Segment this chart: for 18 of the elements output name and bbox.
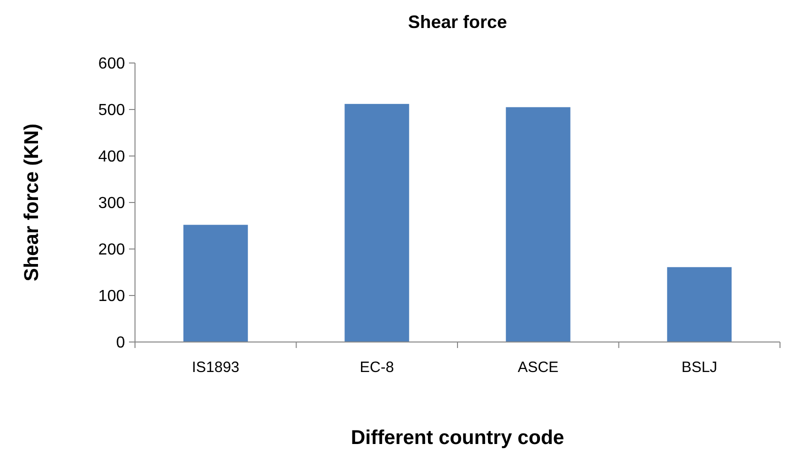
- bar: [183, 224, 248, 342]
- chart-title: Shear force: [408, 12, 508, 32]
- x-axis-title: Different country code: [350, 427, 564, 449]
- y-tick-label: 200: [98, 242, 126, 259]
- bar: [506, 107, 570, 342]
- x-tick-label: IS1893: [192, 359, 240, 376]
- x-tick-label: ASCE: [518, 359, 559, 376]
- x-tick-label: EC-8: [360, 359, 394, 376]
- bar: [667, 267, 732, 342]
- y-tick-label: 100: [98, 288, 126, 306]
- x-tick-label: BSLJ: [681, 359, 718, 376]
- bar: [344, 104, 410, 342]
- y-tick-label: 500: [98, 102, 126, 120]
- y-tick-label: 0: [116, 334, 126, 352]
- y-tick-label: 300: [98, 195, 126, 212]
- y-axis-title: Shear force (KN): [21, 124, 43, 282]
- y-tick-label: 400: [98, 148, 126, 166]
- y-tick-label: 600: [98, 56, 126, 73]
